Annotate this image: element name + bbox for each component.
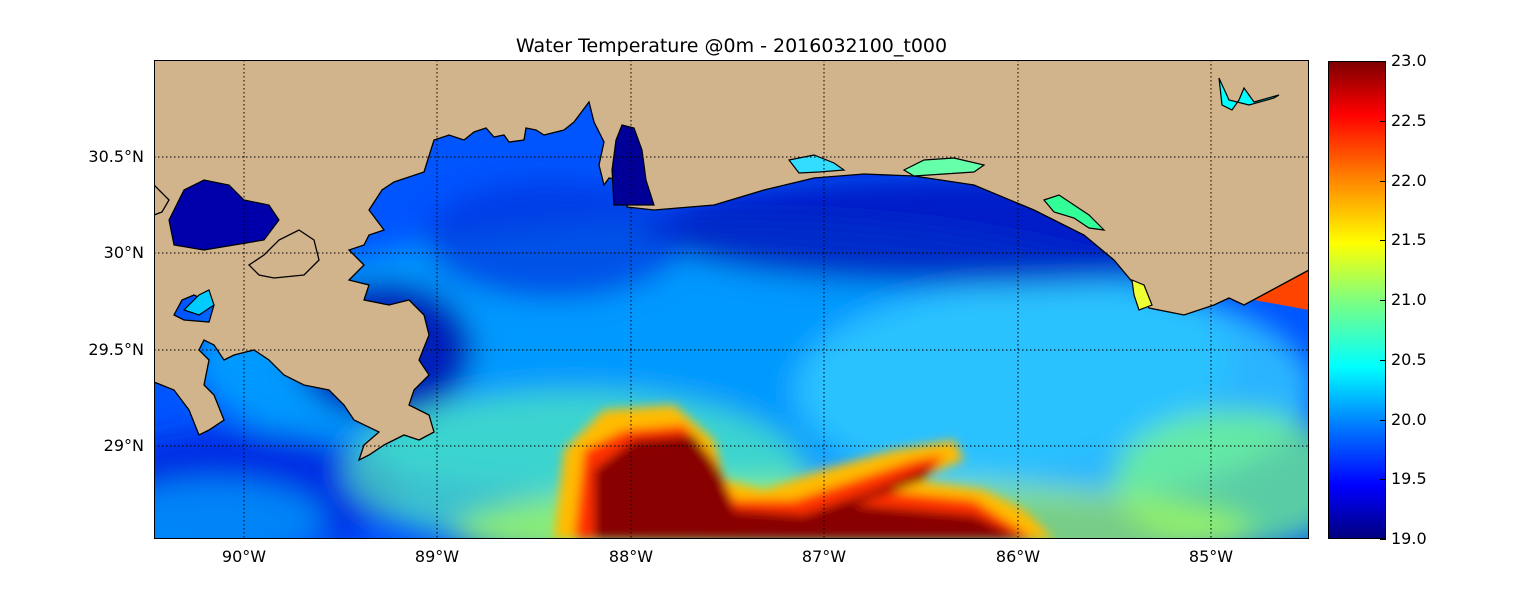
lon-tick-label: 87°W <box>801 547 847 566</box>
lake-pontchartrain <box>168 179 280 251</box>
colorbar-tick-label: 21.5 <box>1391 230 1427 250</box>
colorbar-tick-mark <box>1380 360 1386 361</box>
choctawhatchee-bay <box>902 157 986 177</box>
lon-tick-label: 88°W <box>608 547 654 566</box>
ne-warm-patch <box>1254 270 1309 310</box>
colorbar-tick-mark <box>1380 240 1386 241</box>
colorbar-tick-label: 21.0 <box>1391 290 1427 309</box>
mobile-bay <box>611 124 655 206</box>
lake-seminole <box>1218 77 1280 111</box>
lon-tick-label: 85°W <box>1188 547 1234 566</box>
apalachicola-bay <box>1131 279 1153 311</box>
colorbar-tick-mark <box>1380 121 1386 122</box>
lat-tick-label: 29°N <box>103 436 144 455</box>
colorbar-tick-label: 22.5 <box>1391 110 1427 130</box>
lat-tick-label: 30°N <box>103 243 144 262</box>
lat-tick-label: 29.5°N <box>88 340 144 359</box>
graticule <box>154 60 1309 539</box>
colorbar-tick-mark <box>1380 539 1386 540</box>
lon-tick-label: 86°W <box>995 547 1041 566</box>
lon-tick-label: 89°W <box>414 547 460 566</box>
colorbar-tick-label: 20.0 <box>1391 409 1427 429</box>
lake-borgne <box>182 289 215 316</box>
pensacola-bay <box>787 154 846 174</box>
colorbar-tick-mark <box>1380 181 1386 182</box>
warm-current <box>554 405 1054 539</box>
colorbar-tick-label: 23.0 <box>1391 51 1427 70</box>
colorbar-tick-label: 19.0 <box>1391 529 1427 548</box>
colorbar-tick-mark <box>1380 479 1386 480</box>
colorbar-tick-label: 22.0 <box>1391 170 1427 190</box>
colorbar <box>1328 61 1386 539</box>
st-andrew-bay <box>1042 194 1106 231</box>
colorbar-tick-mark <box>1380 420 1386 421</box>
land-mass <box>154 60 1309 462</box>
colorbar-tick-mark <box>1380 61 1386 62</box>
colorbar-tick-mark <box>1380 300 1386 301</box>
colorbar-tick-label: 19.5 <box>1391 469 1427 489</box>
colorbar-tick-label: 20.5 <box>1391 349 1427 369</box>
lat-tick-label: 30.5°N <box>88 147 144 166</box>
temperature-map <box>154 60 1309 539</box>
lon-tick-label: 90°W <box>221 547 267 566</box>
chart-title: Water Temperature @0m - 2016032100_t000 <box>515 35 948 57</box>
